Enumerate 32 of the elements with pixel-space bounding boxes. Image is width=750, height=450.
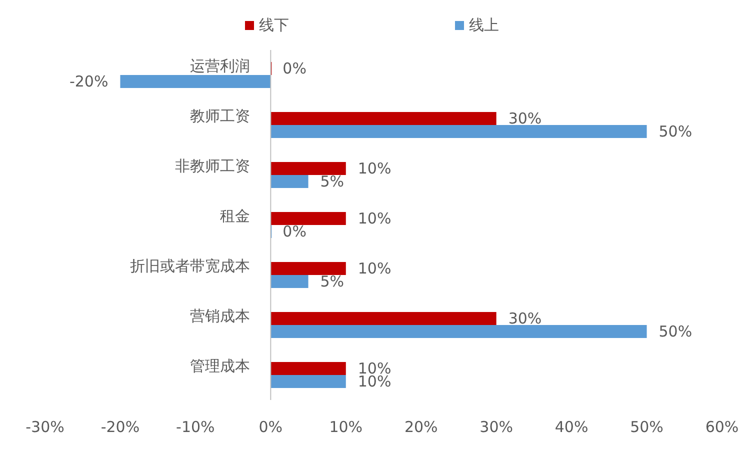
x-tick-label: 40% [554,418,588,436]
x-tick-label: 0% [258,418,283,436]
x-tick-label: 50% [630,418,664,436]
data-label: 5% [320,272,344,290]
y-tick-label: 营销成本 [190,307,250,325]
x-tick-label: -30% [26,418,64,436]
legend-label: 线上 [469,16,499,34]
y-tick-label: 租金 [220,207,250,225]
x-tick-label: -20% [100,418,140,436]
data-label: 30% [508,110,542,128]
data-label: 0% [282,222,306,240]
data-label: 10% [358,372,392,390]
x-tick-label: 10% [329,418,363,436]
y-tick-label: 管理成本 [190,357,250,375]
data-label: 0% [282,60,306,78]
x-tick-label: 20% [404,418,438,436]
data-label: 50% [658,322,692,340]
x-tick-label: 30% [480,418,514,436]
y-tick-label: 教师工资 [190,107,250,125]
y-tick-label: 折旧或者带宽成本 [130,257,250,275]
legend-label: 线下 [259,16,289,34]
data-label: 10% [358,260,392,278]
data-label: 30% [508,310,542,328]
y-tick-label: 非教师工资 [175,157,250,175]
data-label: 5% [320,172,344,190]
y-tick-label: 运营利润 [190,57,250,75]
data-label: -20% [69,72,108,90]
data-label: 50% [658,122,692,140]
x-tick-label: 60% [705,418,739,436]
x-tick-label: -10% [176,418,215,436]
data-label: 10% [358,160,392,178]
data-label: 10% [358,210,392,228]
